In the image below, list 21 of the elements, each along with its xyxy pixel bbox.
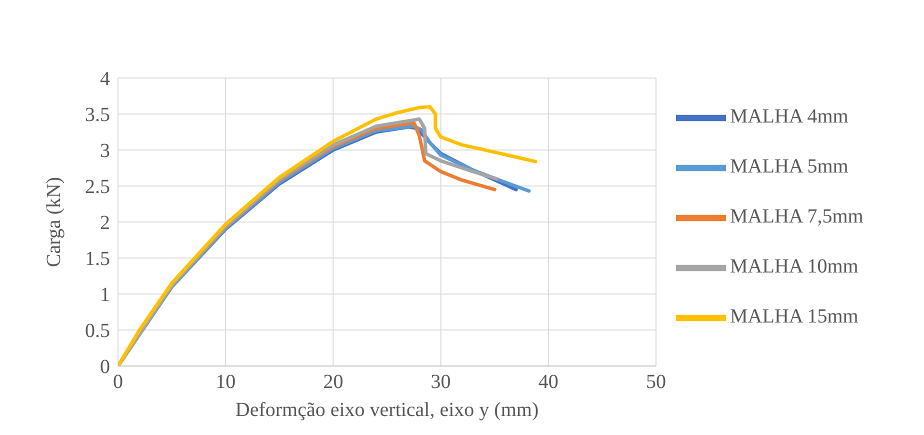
y-tick-label: 0.5 bbox=[85, 320, 110, 342]
legend-label: MALHA 4mm bbox=[730, 106, 848, 128]
legend-label: MALHA 5mm bbox=[730, 156, 848, 178]
x-tick-label: 20 bbox=[323, 371, 344, 394]
y-tick-label: 1 bbox=[100, 284, 110, 306]
y-axis-title: Carga (kN) bbox=[43, 176, 66, 268]
x-axis-title: Deformção eixo vertical, eixo y (mm) bbox=[235, 399, 539, 421]
x-tick-label: 10 bbox=[216, 371, 236, 394]
x-tick-label: 40 bbox=[538, 371, 558, 394]
y-tick-label: 3 bbox=[100, 140, 110, 162]
y-tick-label: 2 bbox=[100, 212, 110, 234]
legend-label: MALHA 10mm bbox=[730, 256, 858, 278]
y-tick-label: 0 bbox=[100, 356, 110, 378]
legend-label: MALHA 15mm bbox=[730, 306, 858, 328]
y-tick-label: 1.5 bbox=[85, 248, 110, 270]
y-tick-label: 2.5 bbox=[85, 176, 110, 198]
y-tick-label: 3.5 bbox=[85, 104, 110, 126]
legend-label: MALHA 7,5mm bbox=[730, 206, 864, 228]
x-tick-label: 50 bbox=[646, 371, 666, 394]
x-tick-label: 30 bbox=[430, 371, 451, 394]
y-tick-label: 4 bbox=[100, 68, 110, 90]
